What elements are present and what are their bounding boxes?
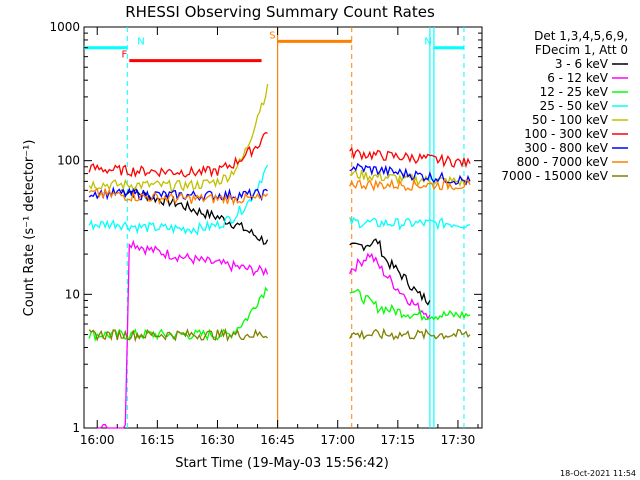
legend-header: Det 1,3,4,5,6,9,: [534, 29, 628, 43]
series-line: [88, 327, 471, 343]
x-tick-label: 16:15: [140, 433, 175, 447]
flag-label: N: [424, 37, 431, 48]
legend-label: 800 - 7000 keV: [517, 155, 609, 169]
x-axis-label: Start Time (19-May-03 15:56:42): [175, 456, 389, 471]
x-tick-label: 17:30: [441, 433, 476, 447]
legend-label: 12 - 25 keV: [540, 85, 609, 99]
series-line: [88, 83, 471, 192]
y-tick-label: 1000: [49, 20, 80, 34]
timestamp: 18-Oct-2021 11:54: [560, 469, 636, 478]
series-line: [88, 164, 471, 236]
y-axis: 1 10 100 1000: [49, 20, 482, 435]
x-tick-label: 17:00: [320, 433, 355, 447]
legend-label: 50 - 100 keV: [532, 113, 609, 127]
flag-label: F: [122, 50, 128, 61]
plot-frame: [83, 26, 483, 429]
legend-label: 300 - 800 keV: [524, 141, 608, 155]
y-tick-label: 10: [65, 287, 80, 301]
x-axis: 16:00 16:15 16:30 16:45 17:00 17:15 17:30: [80, 27, 479, 447]
y-axis-label: Count Rate (s⁻¹ detector⁻¹): [22, 140, 37, 317]
legend-label: 6 - 12 keV: [547, 71, 609, 85]
x-tick-label: 17:15: [381, 433, 416, 447]
legend-label: 100 - 300 keV: [524, 127, 608, 141]
legend-header: FDecim 1, Att 0: [535, 43, 628, 57]
series-line: [88, 132, 471, 178]
legend-label: 3 - 6 keV: [555, 57, 609, 71]
legend: Det 1,3,4,5,6,9,FDecim 1, Att 03 - 6 keV…: [501, 29, 628, 183]
flag-label: S: [269, 30, 275, 41]
chart-title: RHESSI Observing Summary Count Rates: [125, 3, 435, 21]
series-layer: [88, 83, 471, 429]
flag-label: N: [137, 37, 144, 48]
legend-label: 25 - 50 keV: [540, 99, 609, 113]
legend-label: 7000 - 15000 keV: [501, 169, 608, 183]
series-line: [88, 177, 471, 207]
x-tick-label: 16:00: [80, 433, 115, 447]
x-tick-label: 16:30: [200, 433, 235, 447]
series-line: [97, 239, 431, 429]
y-tick-label: 100: [57, 154, 80, 168]
y-tick-label: 1: [72, 421, 80, 435]
x-tick-label: 16:45: [260, 433, 295, 447]
series-line: [121, 186, 431, 306]
